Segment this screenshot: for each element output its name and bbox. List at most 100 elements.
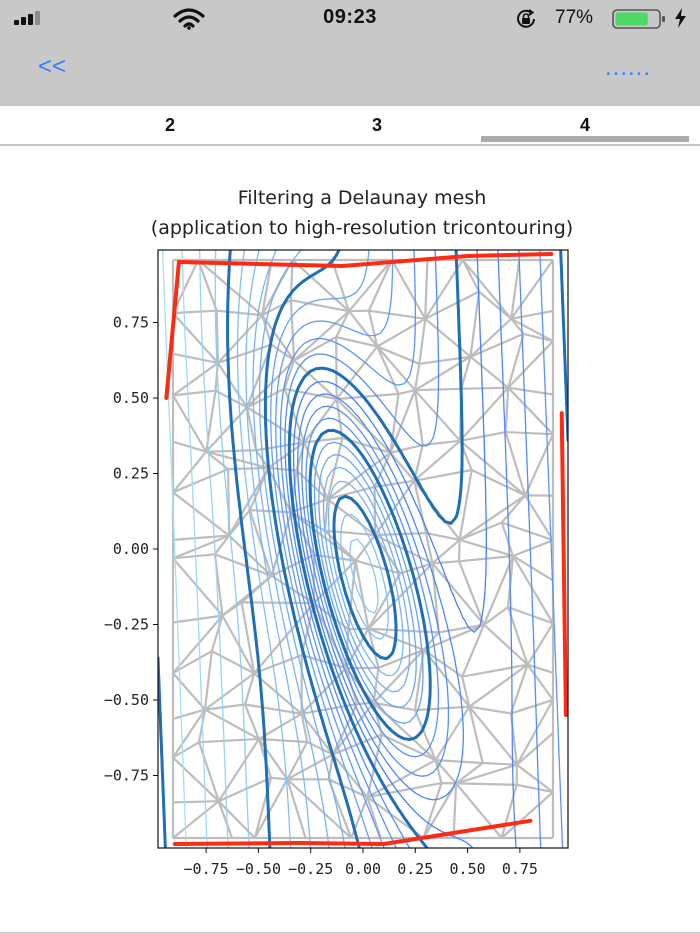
signal-icon [14,11,40,25]
mesh-edge [327,485,375,501]
mesh-edge [516,783,554,794]
mesh-edge [510,309,554,320]
mesh-edge [304,436,343,444]
mesh-edge [482,555,515,626]
contour-line [340,513,389,640]
mesh-edge [336,392,399,401]
mesh-edge [422,782,458,839]
tab-2[interactable]: 2 [164,115,175,135]
y-tick-label: 0.50 [113,389,149,407]
mesh-edge [469,291,481,357]
mesh-edge [335,336,378,348]
mesh-edge [423,648,463,678]
mesh-edge [243,704,260,740]
contour-line [292,250,487,848]
chart-title: Filtering a Delaunay mesh [238,187,487,209]
mesh-edge [424,317,472,358]
mesh-edge [458,539,461,562]
mesh-edge [172,440,207,453]
mesh-edge [172,362,219,397]
contour-line [287,250,464,848]
mesh-edge [253,654,303,675]
mesh-edge [218,776,272,803]
mesh-edge [367,562,434,630]
navigation-bar [0,36,700,106]
battery-percent: 77% [555,7,594,28]
mesh-edge [458,469,473,540]
mesh-edge [510,698,554,715]
mesh-edge [204,708,260,740]
back-button[interactable]: << [38,53,67,80]
mesh-edge [348,259,393,312]
mesh-edge [414,705,470,712]
mesh-edge [210,615,224,652]
mesh-edge [240,575,273,604]
contour-line [270,250,373,848]
mesh-edge [424,259,429,319]
mesh-edge [507,340,554,389]
mesh-edge [241,601,314,605]
mesh-edge [526,622,554,666]
mesh-edge [172,352,219,364]
y-tick-label: −0.50 [104,691,149,709]
boundary-top [176,252,554,269]
mesh-edge [261,314,295,362]
mesh-edge [438,623,485,634]
mesh-edge [413,363,421,391]
mesh [171,258,555,840]
mesh-edge [172,468,229,494]
mesh-edge [332,702,375,756]
contour-line [349,538,379,614]
mesh-edge [206,449,257,453]
x-tick-label: 0.00 [345,860,381,878]
contours [158,250,568,848]
mesh-edge [295,469,329,501]
wifi-icon [173,8,205,30]
mesh-edge [434,706,471,761]
mesh-edge [172,756,220,802]
mesh-edge [455,782,503,839]
mesh-edge [413,390,424,446]
mesh-edge [367,259,393,312]
y-tick-label: −0.25 [104,616,149,634]
mesh-edge [459,386,510,442]
mesh-edge [172,534,230,560]
mesh-edge [512,555,554,624]
mesh-edge [293,359,338,400]
tab-4[interactable]: 4 [579,115,590,135]
mesh-edge [284,387,337,401]
mesh-edge [244,703,302,715]
mesh-edge [458,560,486,626]
mesh-edge [461,624,486,678]
mesh-edge [389,452,416,482]
mesh-edge [469,355,509,389]
mesh-edge [240,602,256,674]
mesh-edge [332,733,383,756]
mesh-edge [172,553,216,560]
mesh-edge [419,355,471,365]
mesh-edge [289,300,296,361]
x-tick-label: −0.25 [288,860,333,878]
mesh-edge [459,431,506,442]
mesh-edge [253,778,289,839]
mesh-edge [204,672,255,711]
mesh-edge [172,534,230,541]
status-time: 09:23 [323,6,377,28]
contour-line [305,250,564,848]
y-tick-label: 0.25 [113,464,149,482]
mesh-edge [512,539,554,558]
mesh-edge [368,309,426,320]
status-bar: 09:23 77% [0,0,700,36]
mesh-edge [468,706,518,766]
mesh-edge [507,606,554,625]
more-button[interactable]: ...... [605,54,652,81]
mesh-edge [505,431,554,436]
tab-3[interactable]: 3 [371,115,382,135]
mesh-edge [286,778,352,839]
mesh-edge [290,299,350,313]
mesh-edge [300,713,309,743]
mesh-edge [462,663,528,678]
mesh-edge [248,509,273,577]
x-tick-label: 0.50 [450,860,486,878]
mesh-edge [335,310,350,338]
